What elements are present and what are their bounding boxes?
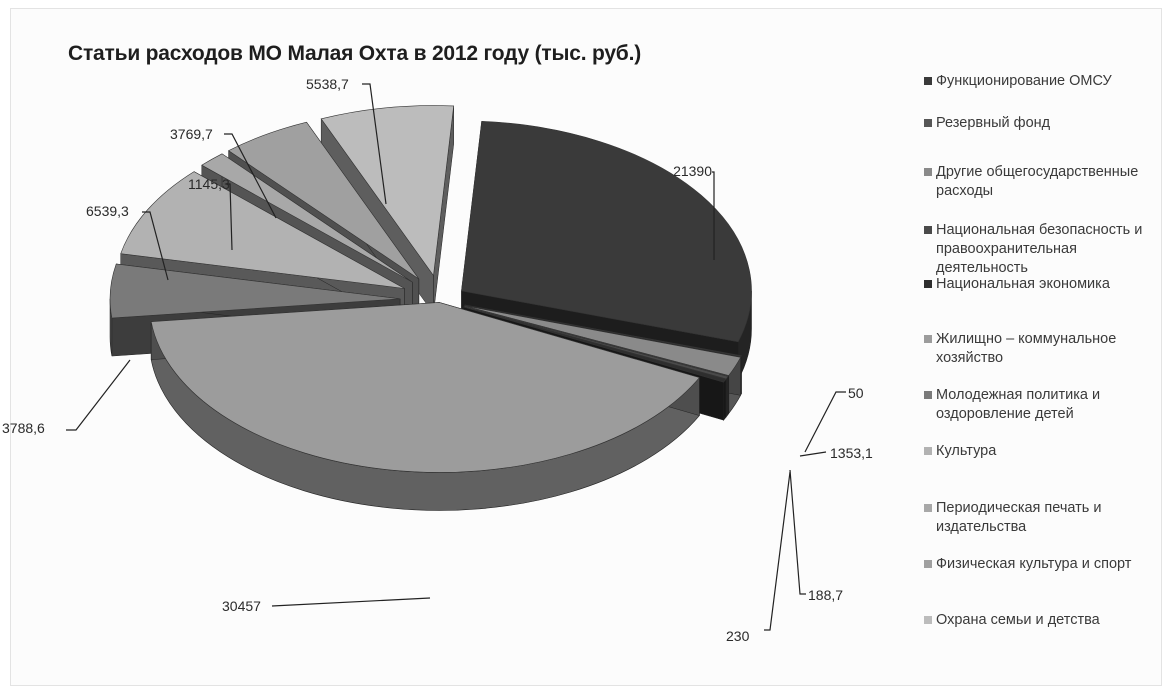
data-label: 230	[726, 628, 750, 644]
legend-item: Резервный фонд	[924, 114, 1160, 133]
data-label: 6539,3	[86, 203, 129, 219]
legend-swatch	[924, 447, 932, 455]
legend-swatch	[924, 280, 932, 288]
data-label: 1353,1	[830, 445, 873, 461]
legend-swatch	[924, 119, 932, 127]
data-label: 21390	[673, 163, 712, 179]
data-label: 1145,3	[188, 176, 230, 192]
legend-swatch	[924, 226, 932, 234]
legend-item: Другие общегосударственные расходы	[924, 163, 1160, 201]
data-label: 5538,7	[306, 76, 349, 92]
legend-swatch	[924, 77, 932, 85]
legend-label: Молодежная политика и оздоровление детей	[924, 386, 1160, 424]
legend-item: Периодическая печать и издательства	[924, 499, 1160, 537]
legend-label: Национальная безопасность и правоохранит…	[924, 221, 1160, 278]
data-label: 3788,6	[2, 420, 45, 436]
legend-label: Физическая культура и спорт	[924, 555, 1160, 574]
legend-swatch	[924, 504, 932, 512]
legend-swatch	[924, 616, 932, 624]
legend-label: Культура	[924, 442, 1160, 461]
legend-item: Молодежная политика и оздоровление детей	[924, 386, 1160, 424]
legend-item: Национальная экономика	[924, 275, 1160, 294]
legend-label: Национальная экономика	[924, 275, 1160, 294]
legend-item: Жилищно – коммунальное хозяйство	[924, 330, 1160, 368]
leader-line	[764, 472, 790, 630]
leader-line	[805, 392, 846, 452]
legend-label: Функционирование ОМСУ	[924, 72, 1160, 91]
leader-line	[790, 470, 806, 594]
legend-label: Периодическая печать и издательства	[924, 499, 1160, 537]
leader-line	[272, 598, 430, 606]
legend-label: Жилищно – коммунальное хозяйство	[924, 330, 1160, 368]
legend-item: Национальная безопасность и правоохранит…	[924, 221, 1160, 278]
legend-item: Функционирование ОМСУ	[924, 72, 1160, 91]
legend-item: Охрана семьи и детства	[924, 611, 1160, 630]
legend-label: Другие общегосударственные расходы	[924, 163, 1160, 201]
data-label: 3769,7	[170, 126, 213, 142]
legend-item: Физическая культура и спорт	[924, 555, 1160, 574]
legend-swatch	[924, 335, 932, 343]
legend-label: Резервный фонд	[924, 114, 1160, 133]
legend-item: Культура	[924, 442, 1160, 461]
data-label: 30457	[222, 598, 261, 614]
data-label: 50	[848, 385, 864, 401]
legend-swatch	[924, 391, 932, 399]
legend-label: Охрана семьи и детства	[924, 611, 1160, 630]
legend-swatch	[924, 168, 932, 176]
leader-line	[800, 452, 826, 456]
legend-swatch	[924, 560, 932, 568]
leader-line	[66, 360, 130, 430]
data-label: 188,7	[808, 587, 843, 603]
